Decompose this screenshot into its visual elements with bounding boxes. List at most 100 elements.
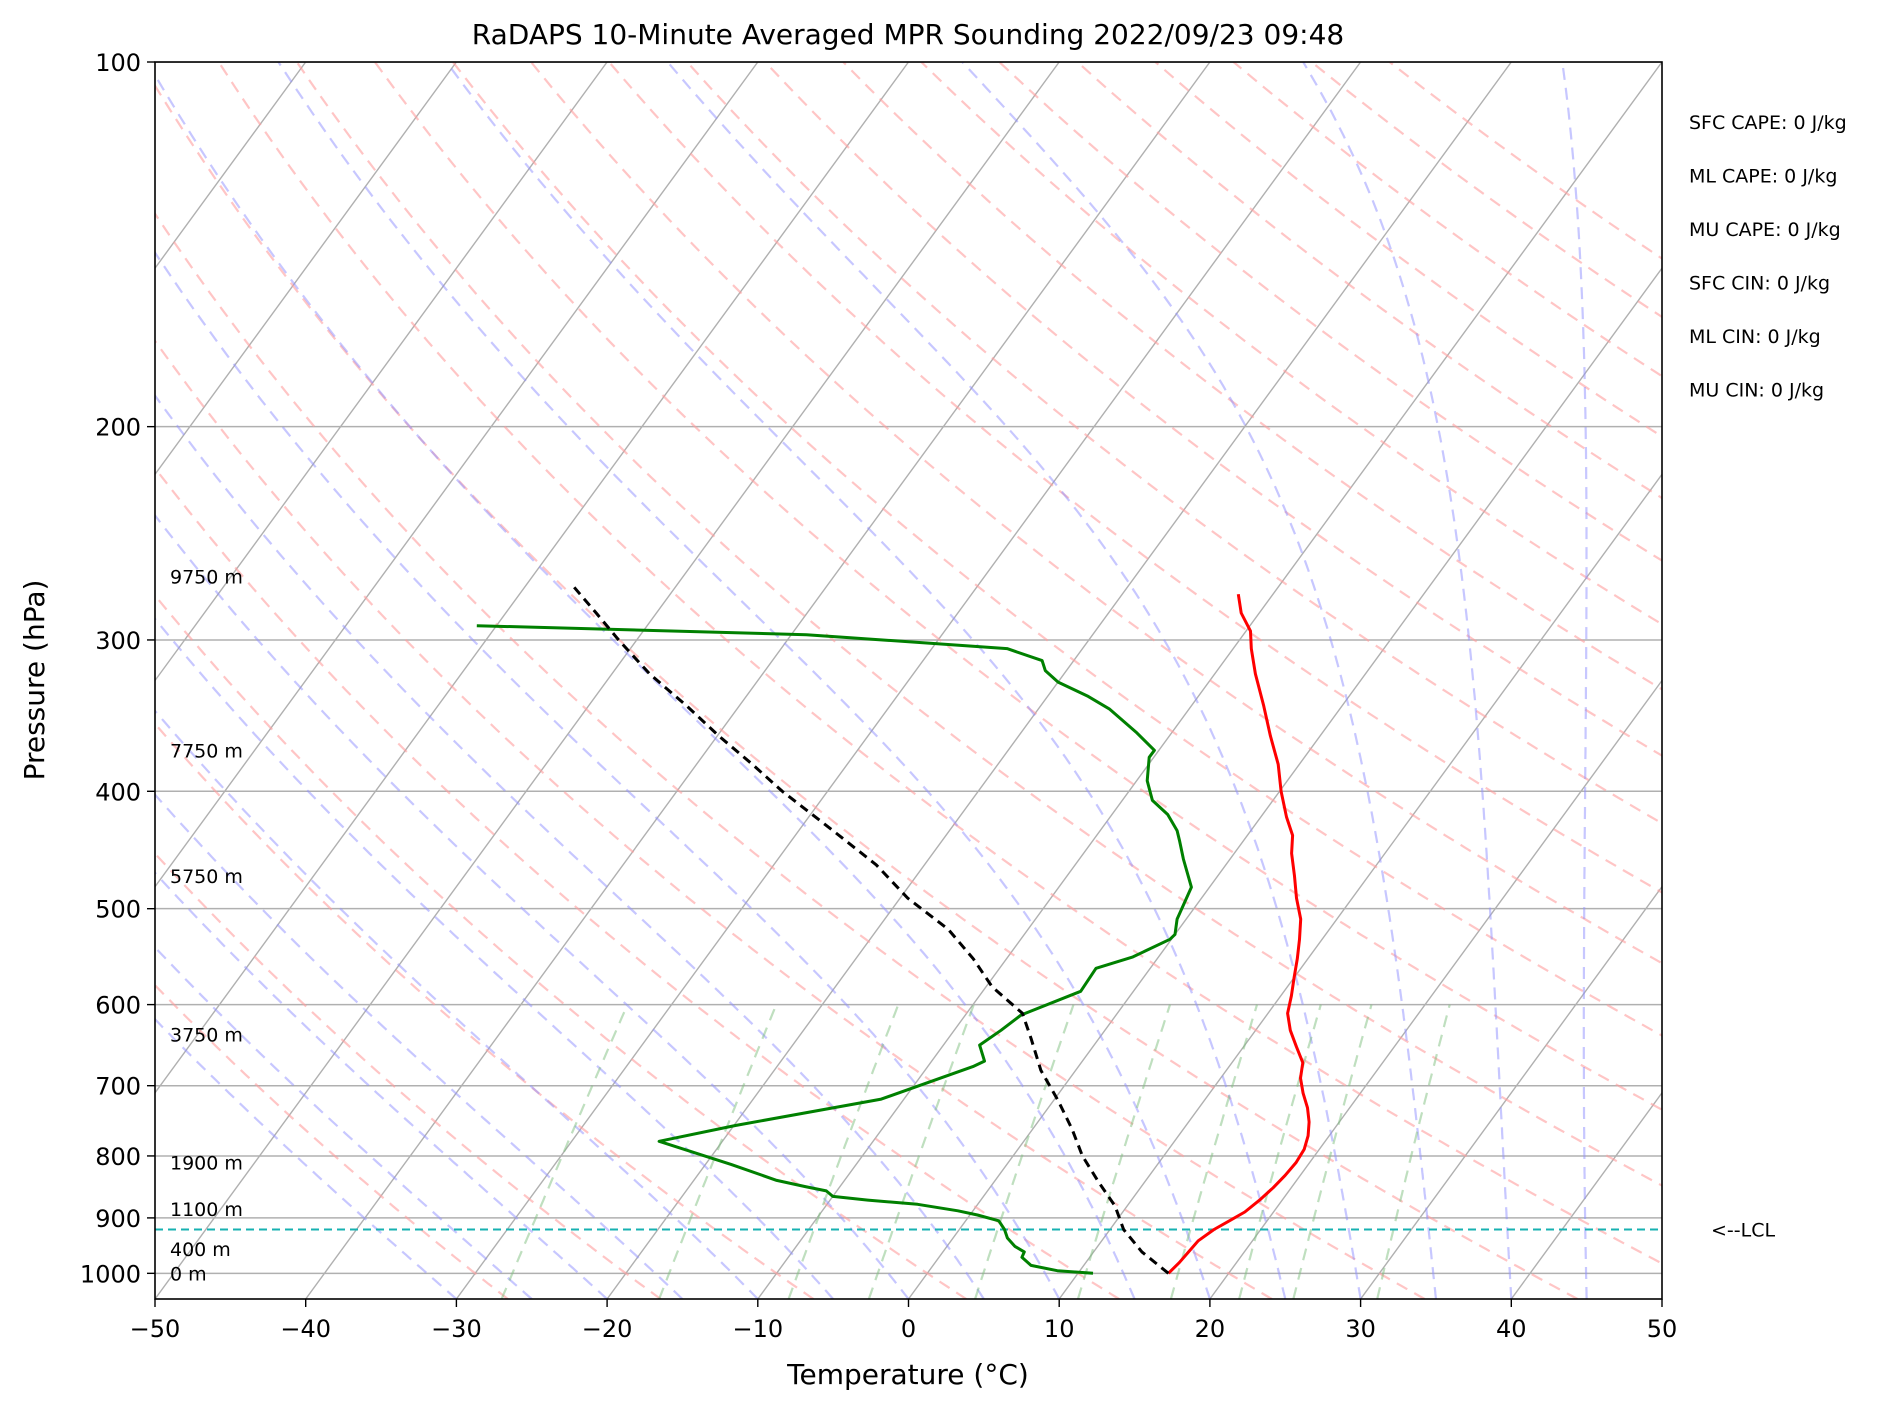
dry-adiabat-line (1388, 62, 1662, 260)
y-tick-label: 800 (95, 1143, 141, 1171)
height-label: 400 m (170, 1239, 231, 1261)
isotherm-line (1813, 62, 1882, 1299)
dry-adiabat-line (998, 62, 1662, 562)
series-parcel-profile-line (570, 583, 1170, 1275)
mixing-ratio-line (974, 1004, 1075, 1299)
dry-adiabat-line (374, 62, 1662, 1111)
y-tick-label: 500 (95, 896, 141, 924)
isotherm-line (155, 62, 1060, 1299)
x-tick-label: −20 (582, 1315, 633, 1343)
height-label: 7750 m (170, 740, 243, 762)
moist-adiabat-line (155, 793, 684, 1299)
x-tick-label: 10 (1044, 1315, 1075, 1343)
moist-adiabat-line (155, 72, 1136, 1299)
moist-adiabat-line (1561, 62, 1588, 1299)
moist-adiabat-line (666, 62, 1362, 1299)
isotherm-line (155, 62, 759, 888)
x-tick-label: −30 (431, 1315, 482, 1343)
y-axis-label: Pressure (hPa) (18, 580, 51, 781)
stat-text: SFC CAPE: 0 J/kg (1689, 112, 1847, 134)
moist-adiabat-line (155, 709, 759, 1299)
dry-adiabat-line (764, 62, 1662, 757)
moist-adiabat-line (155, 871, 608, 1299)
isotherm-line (1661, 1297, 1662, 1299)
moist-adiabat-line (155, 1017, 458, 1299)
isotherm-line (1510, 1091, 1662, 1299)
height-label: 5750 m (170, 866, 243, 888)
moist-adiabat-line (155, 250, 1061, 1299)
moist-adiabat-line (1302, 62, 1513, 1299)
x-tick-label: 30 (1345, 1315, 1376, 1343)
lcl-label: <--LCL (1711, 1220, 1775, 1242)
mixing-ratio-line (500, 1004, 629, 1299)
dry-adiabat-line (217, 62, 1662, 1265)
dry-adiabat-line (295, 62, 1662, 1187)
moist-adiabat-line (155, 617, 834, 1299)
moist-adiabat-line (961, 62, 1438, 1299)
dry-adiabat-line (686, 62, 1662, 825)
chart-title: RaDAPS 10-Minute Averaged MPR Sounding 2… (472, 18, 1344, 51)
mixing-ratio-line (1376, 1004, 1451, 1299)
dry-adiabat-line (530, 62, 1662, 965)
dry-adiabat-line (920, 62, 1662, 626)
moist-adiabat-line (155, 393, 985, 1299)
dry-adiabat-line (155, 851, 662, 1299)
moist-adiabat-line (277, 62, 1211, 1299)
isotherm-line (0, 62, 4, 1299)
mixing-ratio-line (1238, 1004, 1322, 1299)
x-tick-label: −10 (732, 1315, 783, 1343)
x-axis-label: Temperature (°C) (786, 1358, 1029, 1391)
stat-text: ML CIN: 0 J/kg (1689, 326, 1821, 348)
stats-panel: SFC CAPE: 0 J/kg ML CAPE: 0 J/kg MU CAPE: … (1689, 112, 1847, 402)
mixing-ratio-line (1076, 1004, 1172, 1299)
dry-adiabat-line (155, 593, 967, 1299)
dry-adiabat-line (155, 83, 1579, 1299)
height-label: 3750 m (170, 1024, 243, 1046)
mixing-ratio-line (867, 1004, 975, 1299)
data-series (476, 583, 1311, 1275)
mixing-ratio-line (787, 1004, 900, 1299)
height-label: 9750 m (170, 567, 243, 589)
stat-text: MU CIN: 0 J/kg (1689, 380, 1824, 402)
series-dewpoint-line (476, 624, 1193, 1275)
x-tick-label: −40 (280, 1315, 331, 1343)
y-tick-label: 300 (95, 627, 141, 655)
height-label: 1900 m (170, 1152, 243, 1174)
x-tick-label: 0 (901, 1315, 916, 1343)
dry-adiabat-line (155, 211, 1426, 1299)
isotherm-line (455, 62, 1362, 1299)
x-tick-label: 20 (1195, 1315, 1226, 1343)
x-tick-label: 50 (1647, 1315, 1678, 1343)
stat-text: SFC CIN: 0 J/kg (1689, 273, 1830, 295)
isotherm-line (1360, 885, 1662, 1299)
moist-adiabat-line (445, 62, 1287, 1299)
series-temperature-line (1167, 593, 1311, 1275)
y-tick-label: 1000 (80, 1260, 141, 1288)
stat-text: ML CAPE: 0 J/kg (1689, 166, 1837, 188)
isotherm-line (155, 62, 457, 476)
stat-text: MU CAPE: 0 J/kg (1689, 219, 1841, 241)
y-tick-label: 400 (95, 778, 141, 806)
dry-adiabat-line (1310, 62, 1662, 319)
height-label: 0 m (170, 1263, 207, 1285)
dry-adiabat-line (1154, 62, 1662, 438)
isotherm-line (907, 266, 1662, 1299)
height-labels: 9750 m 7750 m 5750 m 3750 m 1900 m 1100 m 400 … (170, 567, 243, 1286)
isotherm-line (1058, 473, 1662, 1299)
y-tick-label: 700 (95, 1073, 141, 1101)
y-tick-label: 600 (95, 992, 141, 1020)
isotherm-line (155, 62, 608, 682)
dry-adiabat-line (155, 339, 1273, 1299)
isotherm-line (155, 62, 910, 1095)
mixing-ratio-line (1292, 1004, 1373, 1299)
dry-adiabat-line (155, 466, 1120, 1299)
isotherm-line (1209, 679, 1662, 1299)
dry-adiabat-line (452, 62, 1662, 1037)
moist-adiabat-line (155, 945, 533, 1299)
dry-adiabat-line (1076, 62, 1662, 500)
axis-ticks: −50 −40 −30 −20 −10 0 10 20 30 40 50 100 200 300 400 50… (80, 49, 1677, 1343)
x-tick-label: −50 (130, 1315, 181, 1343)
dry-adiabat-line (842, 62, 1662, 691)
mixing-ratio-line (658, 1004, 778, 1299)
